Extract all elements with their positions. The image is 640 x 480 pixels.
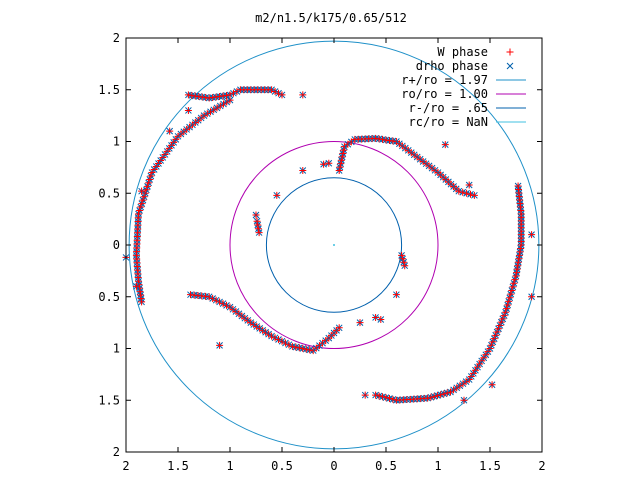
w-phase-point: [325, 159, 333, 167]
w-phase-point: [138, 298, 146, 306]
w-phase-point: [299, 91, 307, 99]
w-phase-point: [273, 191, 281, 199]
legend-marker-drho-phase: [506, 62, 514, 70]
w-phase-point: [254, 221, 262, 229]
x-tick-label: 0.5: [271, 459, 293, 473]
w-phase-point: [216, 341, 224, 349]
w-phase-point: [299, 166, 307, 174]
y-tick-label: 1.5: [98, 393, 120, 407]
y-tick-label: 1: [113, 342, 120, 356]
y-tick-label: 1: [113, 135, 120, 149]
x-tick-label: 0.5: [375, 459, 397, 473]
w-phase-point: [528, 231, 536, 239]
x-tick-label: 0: [330, 459, 337, 473]
x-tick-label: 1.5: [479, 459, 501, 473]
legend-label: drho phase: [416, 59, 488, 73]
y-tick-label: 0.5: [98, 186, 120, 200]
w-phase-point: [465, 181, 473, 189]
w-phase-point: [392, 291, 400, 299]
w-phase-point: [441, 141, 449, 149]
legend-label: rc/ro = NaN: [409, 115, 488, 129]
x-tick-label: 1.5: [167, 459, 189, 473]
w-phase-point: [470, 191, 478, 199]
w-phase-point: [372, 313, 380, 321]
w-phase-point: [488, 381, 496, 389]
x-tick-label: 1: [226, 459, 233, 473]
x-tick-label: 1: [434, 459, 441, 473]
reference-circle-2: [265, 177, 403, 313]
legend-label: r-/ro = .65: [409, 101, 488, 115]
w-phase-point: [335, 324, 343, 332]
y-tick-label: 1.5: [98, 83, 120, 97]
w-phase-point: [184, 106, 192, 114]
w-phase-point: [377, 316, 385, 324]
x-tick-label: 2: [122, 459, 129, 473]
legend-label: W phase: [437, 45, 488, 59]
reference-circle-1: [229, 141, 439, 349]
w-phase-point: [401, 262, 409, 270]
w-phase-point: [372, 391, 380, 399]
w-phase-point: [252, 211, 260, 219]
data-points: [122, 86, 536, 404]
legend-label: ro/ro = 1.00: [401, 87, 488, 101]
y-tick-label: 2: [113, 31, 120, 45]
x-tick-label: 2: [538, 459, 545, 473]
w-phase-point: [132, 282, 140, 290]
legend-marker-w-phase: [506, 48, 514, 56]
axis-ticks: 2 1.5 1 0.5 0 0.5 1 1.5 221.510.500.511.52: [98, 31, 545, 473]
w-phase-point: [528, 293, 536, 301]
y-tick-label: 0.5: [98, 290, 120, 304]
w-phase-point: [278, 91, 286, 99]
w-phase-point: [138, 187, 146, 195]
w-phase-point: [460, 396, 468, 404]
legend-label: r+/ro = 1.97: [401, 73, 488, 87]
w-phase-point: [254, 225, 262, 233]
chart-title: m2/n1.5/k175/0.65/512: [255, 11, 407, 25]
w-phase-point: [320, 160, 328, 168]
center-point: [333, 244, 335, 246]
w-phase-point: [255, 229, 263, 237]
w-phase-point: [253, 217, 261, 225]
w-phase-point: [166, 127, 174, 135]
y-tick-label: 2: [113, 445, 120, 459]
y-tick-label: 0: [113, 238, 120, 252]
w-phase-point: [361, 391, 369, 399]
w-phase-point: [356, 319, 364, 327]
